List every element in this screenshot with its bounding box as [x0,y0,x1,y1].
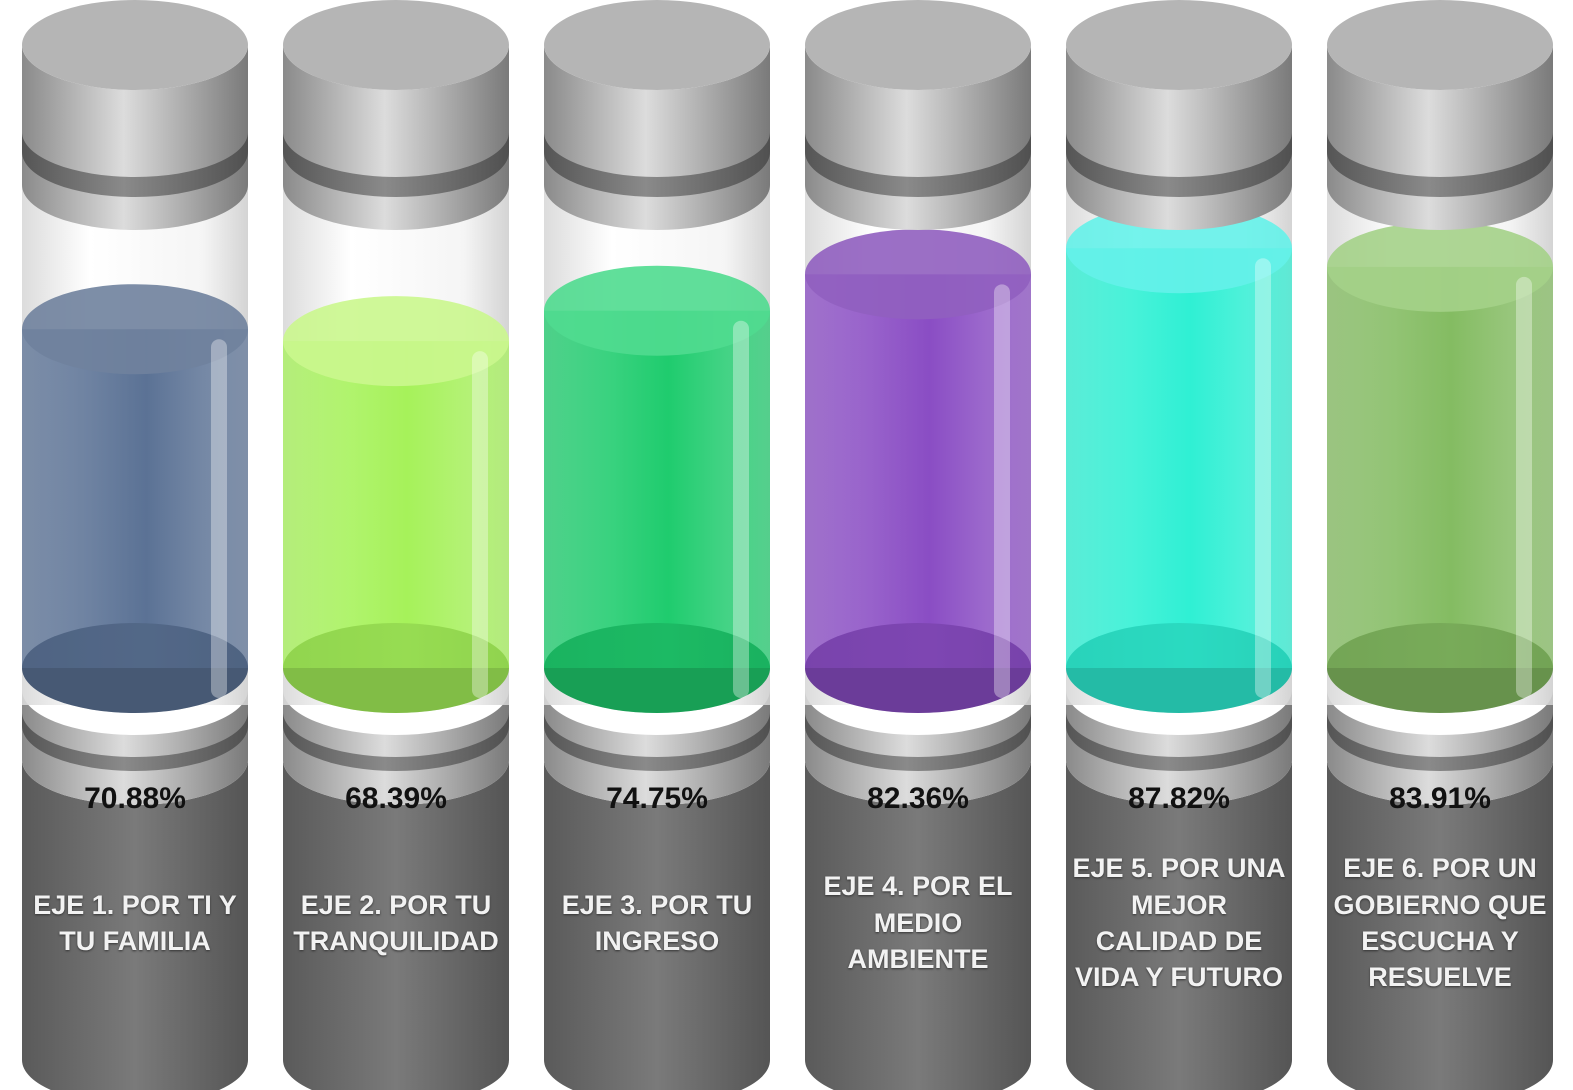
liquid-bottom-front [1327,623,1553,713]
value-label: 87.82% [1128,782,1230,815]
top-band [283,132,509,197]
glass-highlight [472,351,488,698]
category-label: EJE 5. POR UNA MEJOR CALIDAD DE VIDA Y F… [1072,853,1286,993]
liquid [283,341,509,668]
category-label: EJE 6. POR UN GOBIERNO QUE ESCUCHA Y RES… [1333,853,1547,993]
top-band [1066,132,1292,197]
liquid [805,274,1031,668]
category-label: EJE 2. POR TU TRANQUILIDAD [293,889,499,956]
lower-ring [805,690,1031,805]
liquid-top [283,296,509,387]
value-label: 82.36% [867,782,969,815]
lower-body [544,760,770,1090]
liquid [22,329,248,668]
lower-body [283,760,509,1090]
value-label: 74.75% [606,782,708,815]
lower-band [805,712,1031,771]
top-cap-face [1327,0,1553,90]
lower-band [283,712,509,771]
top-cap-face [1066,0,1292,90]
top-band [805,132,1031,197]
lower-body [1066,760,1292,1090]
liquid-bottom-front [1066,623,1292,713]
lower-band [1066,712,1292,771]
liquid-top [805,229,1031,320]
top-band [22,132,248,197]
lower-ring [283,690,509,805]
top-cap-face [283,0,509,90]
value-label: 68.39% [345,782,447,815]
category-label: EJE 4. POR EL MEDIO AMBIENTE [823,871,1013,975]
liquid-bottom-front [805,623,1031,713]
lower-ring [1327,690,1553,805]
lower-body [1327,760,1553,1090]
glass-highlight [211,339,227,698]
lower-band [1327,712,1553,771]
category-label: EJE 1. POR TI Y TU FAMILIA [33,889,237,956]
liquid [1327,266,1553,668]
lower-band [22,712,248,771]
liquid-top [22,284,248,375]
liquid [1066,248,1292,668]
lower-body [805,760,1031,1090]
glass-highlight [994,284,1010,698]
glass-highlight [1255,258,1271,698]
top-cap-face [805,0,1031,90]
liquid [544,310,770,668]
lower-band [544,712,770,771]
lower-ring [544,690,770,805]
lower-ring [1066,690,1292,805]
glass-highlight [733,320,749,698]
top-band [544,132,770,197]
category-label: EJE 3. POR TU INGRESO [561,889,753,956]
liquid-bottom-front [283,623,509,713]
value-label: 83.91% [1389,782,1491,815]
liquid-bottom-front [22,623,248,713]
top-cap-face [22,0,248,90]
lower-ring [22,690,248,805]
liquid-top [1327,221,1553,312]
lower-body [22,760,248,1090]
liquid-top [1066,203,1292,294]
glass-highlight [1516,276,1532,698]
top-cap-face [544,0,770,90]
liquid-top [544,265,770,356]
liquid-bottom-front [544,623,770,713]
value-label: 70.88% [84,782,186,815]
top-band [1327,132,1553,197]
